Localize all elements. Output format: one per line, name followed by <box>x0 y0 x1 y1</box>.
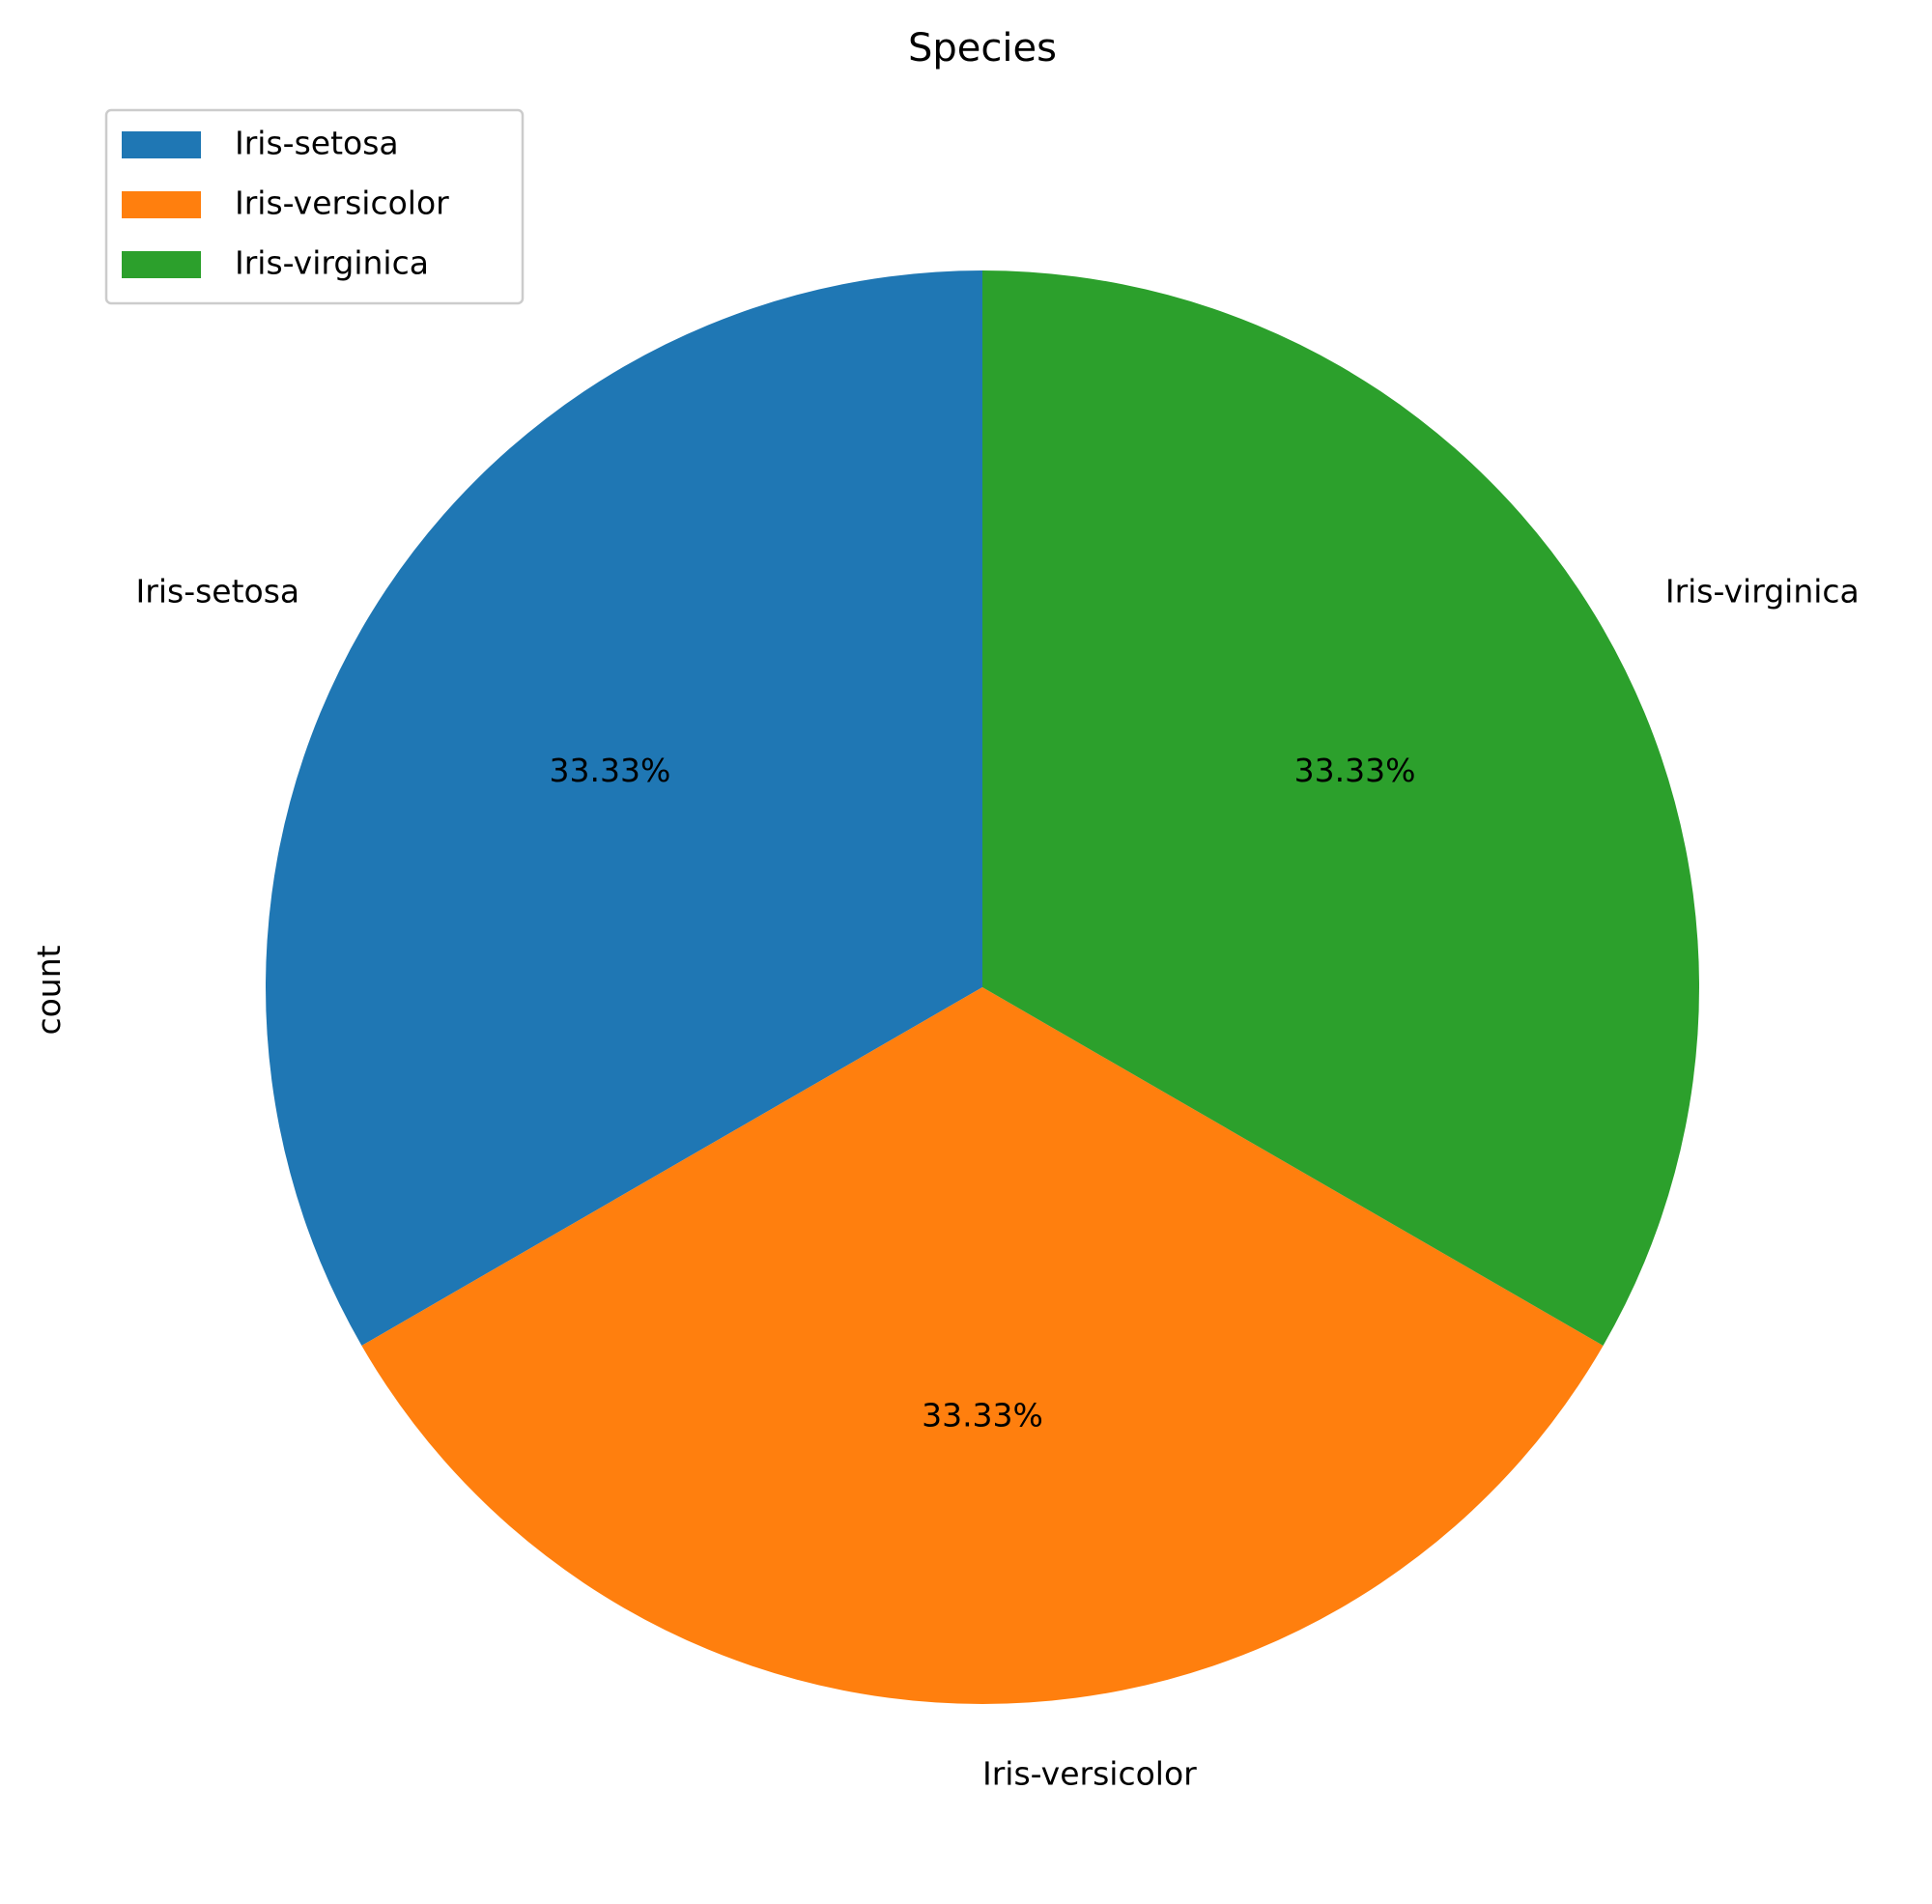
legend-label-iris-versicolor: Iris-versicolor <box>235 185 449 222</box>
pie-slice-iris-virginica <box>982 270 1699 1346</box>
percent-label-iris-versicolor: 33.33% <box>922 1397 1043 1435</box>
slice-labels: Iris-setosa Iris-versicolor Iris-virginica <box>136 572 1860 1792</box>
legend: Iris-setosa Iris-versicolor Iris-virginica <box>104 108 525 305</box>
legend-label-iris-virginica: Iris-virginica <box>235 244 429 282</box>
percent-labels: 33.33% 33.33% 33.33% <box>550 752 1416 1435</box>
legend-swatch-iris-virginica <box>122 251 201 278</box>
legend-label-iris-setosa: Iris-setosa <box>235 125 399 162</box>
percent-label-iris-virginica: 33.33% <box>1294 752 1416 789</box>
pie-slice-iris-setosa <box>265 270 982 1346</box>
percent-label-iris-setosa: 33.33% <box>550 752 671 789</box>
slice-label-iris-virginica: Iris-virginica <box>1665 572 1860 610</box>
slice-label-iris-setosa: Iris-setosa <box>136 572 300 610</box>
legend-swatch-iris-setosa <box>122 131 201 158</box>
legend-swatch-iris-versicolor <box>122 191 201 218</box>
slice-label-iris-versicolor: Iris-versicolor <box>982 1755 1197 1793</box>
pie-slices <box>265 270 1699 1704</box>
y-axis-label: count <box>30 945 68 1035</box>
legend-frame <box>104 108 525 305</box>
chart-title: Species <box>908 26 1057 71</box>
